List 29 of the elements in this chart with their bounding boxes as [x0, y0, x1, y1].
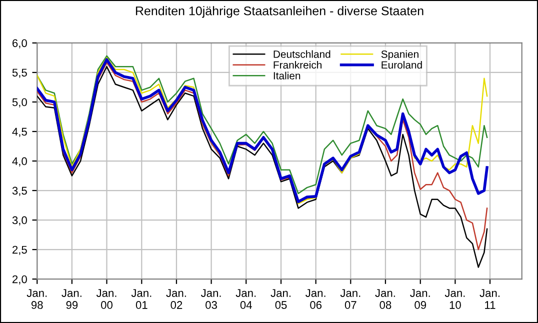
x-tick-label: Jan. 05 — [270, 289, 291, 309]
x-tick-label: Jan. 03 — [200, 289, 221, 309]
x-tick-label: Jan. 98 — [26, 289, 47, 309]
legend-label: Italien — [274, 72, 300, 80]
x-tick-label: Jan. 09 — [410, 289, 430, 309]
legend-label: Deutschland — [274, 50, 330, 58]
y-tick-label: 2,5 — [12, 246, 27, 256]
x-tick-label: Jan. 04 — [236, 289, 256, 309]
legend-label: Spanien — [381, 50, 418, 60]
y-tick-label: 2,0 — [12, 275, 27, 285]
y-tick-label: 5,0 — [12, 98, 27, 108]
y-tick-label: 3,0 — [12, 216, 27, 226]
x-tick-label: Jan. 11 — [480, 289, 500, 309]
x-tick-label: Jan. 00 — [96, 289, 116, 309]
legend-label: Euroland — [382, 61, 422, 69]
x-tick-label: Jan. 02 — [166, 289, 186, 309]
y-tick-label: 5,5 — [12, 68, 27, 78]
chart-title: Renditen 10jährige Staatsanleihen - diverse Staaten — [136, 6, 424, 18]
y-tick-label: 3,5 — [12, 186, 27, 196]
x-tick-label: Jan. 06 — [306, 289, 326, 309]
y-tick-label: 4,0 — [12, 157, 27, 166]
x-tick-label: Jan. 10 — [444, 289, 465, 309]
y-tick-label: 4,5 — [12, 128, 27, 137]
x-tick-label: Jan. 99 — [62, 289, 82, 309]
y-tick-label: 6,0 — [12, 39, 27, 48]
x-tick-label: Jan. 08 — [375, 289, 395, 309]
x-tick-label: Jan. 01 — [131, 289, 152, 309]
legend-label: Frankreich — [274, 61, 322, 69]
x-tick-label: Jan. 07 — [340, 289, 360, 309]
